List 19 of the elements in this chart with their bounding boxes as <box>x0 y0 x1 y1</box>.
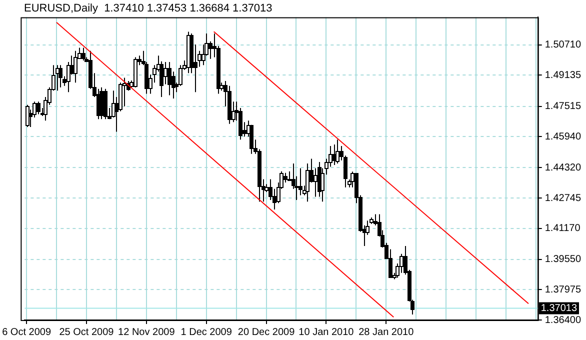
y-tick-label: 1.37975 <box>544 284 582 296</box>
x-tick-label: 25 Oct 2009 <box>59 326 114 338</box>
y-tick-label: 1.47515 <box>544 101 582 112</box>
ref-line-label: 1.37013 <box>540 302 578 314</box>
x-tick-label: 6 Oct 2009 <box>2 326 52 338</box>
x-tick-label: 10 Jan 2010 <box>298 326 354 338</box>
chart-title: EURUSD,Daily 1.37410 1.37453 1.36684 1.37013 <box>24 2 272 15</box>
y-tick-label: 1.44320 <box>544 162 582 174</box>
y-tick-label: 1.45940 <box>544 131 582 142</box>
y-tick-label: 1.36400 <box>544 314 582 326</box>
x-tick-label: 28 Jan 2010 <box>358 326 414 338</box>
x-tick-label: 12 Nov 2009 <box>118 326 176 338</box>
y-tick-label: 1.49135 <box>544 70 582 81</box>
x-tick-label: 20 Dec 2009 <box>238 326 296 338</box>
y-tick-label: 1.39550 <box>544 254 582 266</box>
y-tick-label: 1.42745 <box>544 192 582 204</box>
y-tick-label: 1.41170 <box>544 223 581 234</box>
x-tick-label: 1 Dec 2009 <box>180 326 232 338</box>
y-tick-label: 1.50710 <box>544 40 582 51</box>
